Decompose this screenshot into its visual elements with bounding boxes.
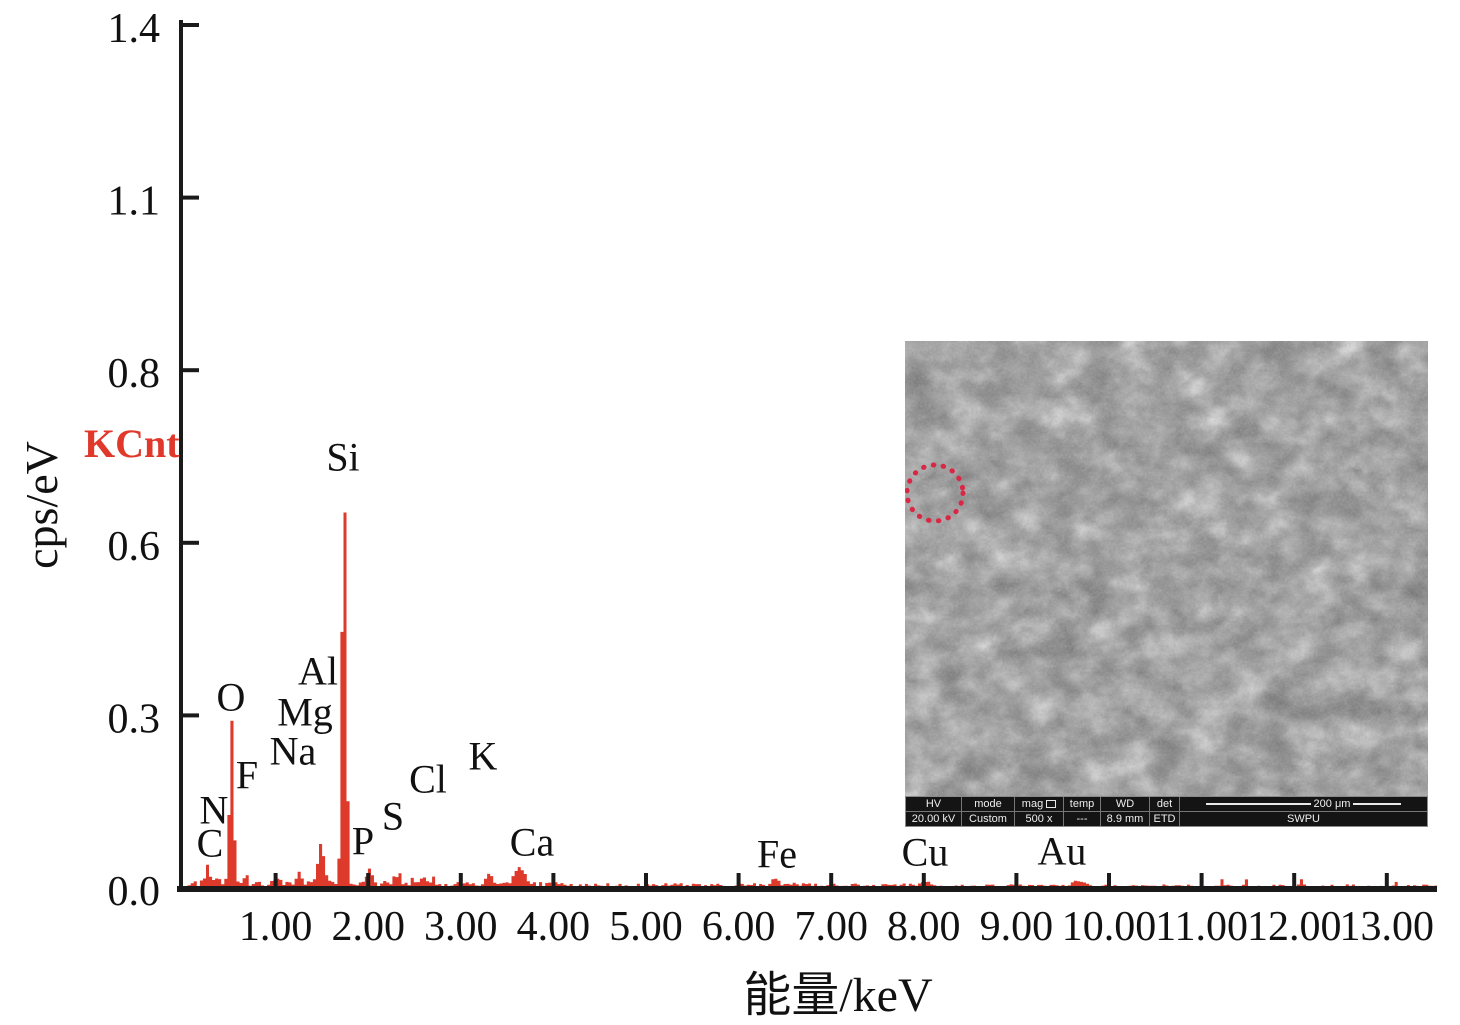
sem-facility-label: SWPU — [1287, 813, 1320, 825]
y-tick-label: 1.1 — [108, 179, 161, 225]
sem-info-label: mode — [962, 797, 1014, 812]
sem-inset: HV 20.00 kV mode Custom mag 500 x temp --- WD 8.9… — [905, 341, 1428, 827]
element-label-K: K — [469, 734, 498, 779]
element-label-C: C — [197, 821, 224, 866]
element-label-Na: Na — [270, 729, 317, 774]
element-label-Cl: Cl — [409, 757, 447, 802]
element-label-Au: Au — [1038, 829, 1087, 874]
sem-info-label: HV — [906, 797, 961, 812]
y-tick-label: 0.8 — [108, 351, 161, 397]
sem-info-cell-det: det ETD — [1150, 797, 1180, 826]
element-label-Ca: Ca — [510, 820, 555, 865]
sem-info-bar: HV 20.00 kV mode Custom mag 500 x temp --- WD 8.9… — [905, 796, 1428, 827]
y-tick-label: 0.3 — [108, 696, 161, 742]
mag-frame-icon — [1046, 800, 1057, 808]
sem-info-cell-mag: mag 500 x — [1015, 797, 1064, 826]
element-label-Fe: Fe — [757, 832, 797, 877]
element-label-F: F — [236, 753, 258, 798]
x-tick-label: 4.00 — [517, 904, 591, 950]
element-label-S: S — [382, 794, 404, 839]
sem-info-value: ETD — [1153, 813, 1176, 825]
x-axis-title: 能量/keV — [743, 969, 933, 1022]
annotation-dotted-circle — [905, 462, 966, 524]
y-tick-label: 0.6 — [108, 524, 161, 570]
x-tick-label: 6.00 — [702, 904, 776, 950]
element-label-Mg: Mg — [277, 690, 333, 735]
element-label-N: N — [200, 788, 229, 833]
sem-info-label: mag — [1015, 797, 1063, 812]
x-tick-label: 11.00 — [1155, 904, 1248, 950]
x-tick-label: 12.00 — [1247, 904, 1342, 950]
y-axis-title: cps/eV — [16, 441, 67, 569]
scalebar-line-left — [1205, 803, 1311, 805]
element-label-Cu: Cu — [902, 830, 949, 875]
sem-info-label: WD — [1101, 797, 1149, 812]
element-label-Si: Si — [326, 435, 359, 480]
y-tick-label: 0.0 — [108, 869, 161, 915]
sem-info-value: 20.00 kV — [911, 813, 956, 825]
sem-scalebar: 200 μm — [1180, 797, 1427, 812]
sem-info-cell-temp: temp --- — [1064, 797, 1101, 826]
x-tick-label: 5.00 — [609, 904, 683, 950]
x-tick-label: 10.00 — [1062, 904, 1157, 950]
sem-info-value: Custom — [969, 813, 1007, 825]
sem-info-label: temp — [1064, 797, 1100, 812]
sem-info-label: det — [1150, 797, 1179, 812]
x-tick-label: 9.00 — [980, 904, 1054, 950]
element-label-Al: Al — [298, 649, 338, 694]
x-tick-label: 3.00 — [424, 904, 498, 950]
sem-info-value: --- — [1076, 813, 1088, 825]
x-tick-label: 8.00 — [887, 904, 961, 950]
x-tick-label: 1.00 — [239, 904, 313, 950]
scalebar-line-right — [1353, 803, 1402, 805]
sem-info-cell-HV: HV 20.00 kV — [906, 797, 962, 826]
y-tick-label: 1.4 — [108, 6, 161, 52]
y-axis-units-label: KCnt — [84, 421, 180, 466]
sem-info-cell-WD: WD 8.9 mm — [1101, 797, 1150, 826]
x-tick-label: 7.00 — [794, 904, 868, 950]
sem-scalebar-cell: 200 μm SWPU — [1180, 797, 1427, 826]
x-tick-label: 2.00 — [331, 904, 405, 950]
sem-texture-fine — [905, 341, 1428, 796]
element-label-P: P — [352, 819, 374, 864]
sem-info-value: 500 x — [1025, 813, 1053, 825]
element-label-O: O — [217, 675, 246, 720]
sem-info-value: 8.9 mm — [1106, 813, 1144, 825]
sem-info-cell-mode: mode Custom — [962, 797, 1015, 826]
x-tick-label: 13.00 — [1340, 904, 1435, 950]
scalebar-length-label: 200 μm — [1313, 798, 1351, 810]
sem-image — [905, 341, 1428, 796]
